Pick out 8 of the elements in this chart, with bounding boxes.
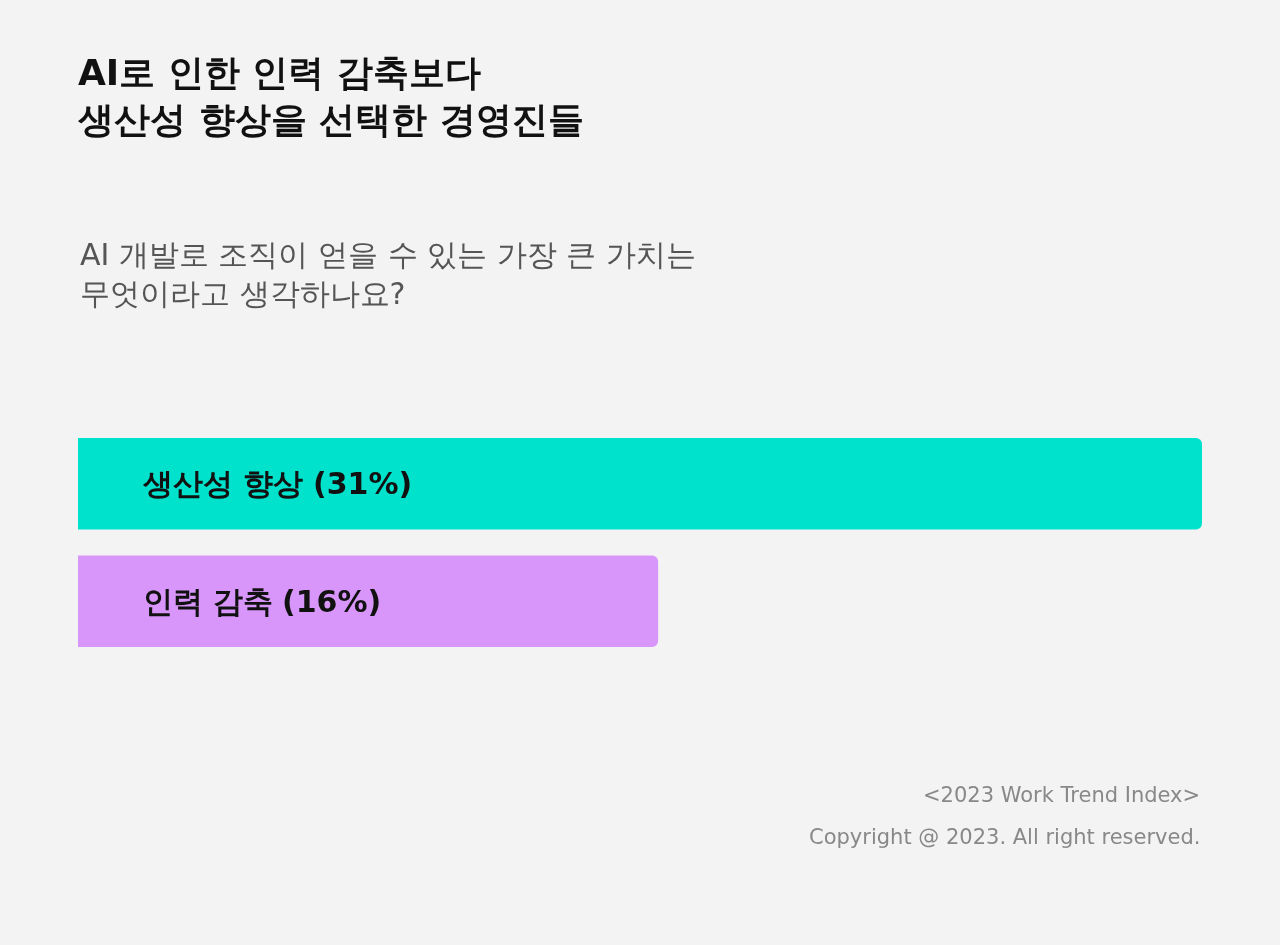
text: Copyright @ 2023. All right reserved. — [809, 825, 1201, 849]
y-tick-label: 생산성 향상 — [142, 466, 304, 502]
data-label: (16%) — [282, 584, 382, 619]
data-label: (31%) — [313, 466, 413, 501]
chart-title: AI로 인한 인력 감축보다 생산성 향상을 선택한 경영진들 — [77, 52, 584, 140]
y-tick-label: 인력 감축 — [143, 583, 274, 619]
text: <2023 Work Trend Index> — [923, 783, 1201, 807]
chart-subtitle: AI 개발로 조직이 얻을 수 있는 가장 큰 가치는 무엇이라고 생각하나요? — [80, 237, 696, 311]
